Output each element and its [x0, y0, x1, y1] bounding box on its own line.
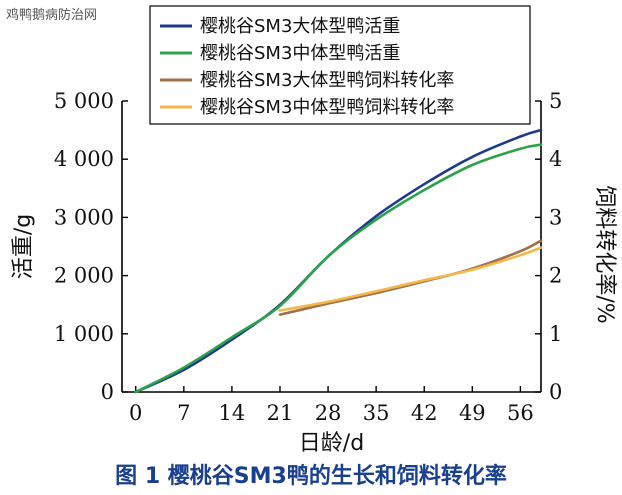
series-line-4 [278, 246, 543, 312]
y-right-tick-label: 3 [549, 205, 562, 229]
y-right-tick-label: 5 [549, 89, 562, 113]
legend: 樱桃谷SM3大体型鸭活重樱桃谷SM3中体型鸭活重樱桃谷SM3大体型鸭饲料转化率樱… [149, 5, 531, 125]
y-right-axis-title: 饲料转化率/% [592, 185, 617, 323]
y-right-tick-label: 1 [549, 322, 562, 346]
watermark: 鸡鸭鹅病防治网 [6, 8, 98, 23]
x-tick-label: 21 [267, 401, 294, 425]
legend-label-4: 樱桃谷SM3中体型鸭饲料转化率 [200, 97, 454, 118]
y-left-tick-label: 1 000 [54, 322, 114, 346]
y-left-tick-label: 5 000 [54, 89, 114, 113]
y-left-tick-label: 0 [101, 380, 114, 404]
y-left-tick-label: 4 000 [54, 147, 114, 171]
legend-label-2: 樱桃谷SM3中体型鸭活重 [200, 43, 400, 64]
x-tick-label: 14 [219, 401, 246, 425]
legend-box [149, 5, 531, 125]
y-right-tick-label: 2 [549, 264, 562, 288]
x-tick-label: 7 [177, 401, 190, 425]
x-tick-label: 0 [129, 401, 142, 425]
series-line-1 [134, 128, 543, 394]
y-right-tick-label: 4 [549, 147, 562, 171]
figure-caption: 图 1 樱桃谷SM3鸭的生长和饲料转化率 [115, 464, 507, 489]
x-tick-label: 35 [363, 401, 390, 425]
x-tick-label: 42 [411, 401, 438, 425]
x-tick-label: 56 [507, 401, 534, 425]
x-tick-label: 49 [459, 401, 486, 425]
y-left-tick-label: 3 000 [54, 205, 114, 229]
legend-label-3: 樱桃谷SM3大体型鸭饲料转化率 [200, 70, 454, 91]
x-tick-label: 28 [315, 401, 342, 425]
y-left-tick-label: 2 000 [54, 264, 114, 288]
x-axis-title: 日龄/d [299, 431, 364, 456]
legend-label-1: 樱桃谷SM3大体型鸭活重 [200, 16, 400, 37]
series-line-2 [134, 143, 543, 394]
y-left-axis-title: 活重/g [11, 214, 36, 279]
y-right-tick-label: 0 [549, 380, 562, 404]
